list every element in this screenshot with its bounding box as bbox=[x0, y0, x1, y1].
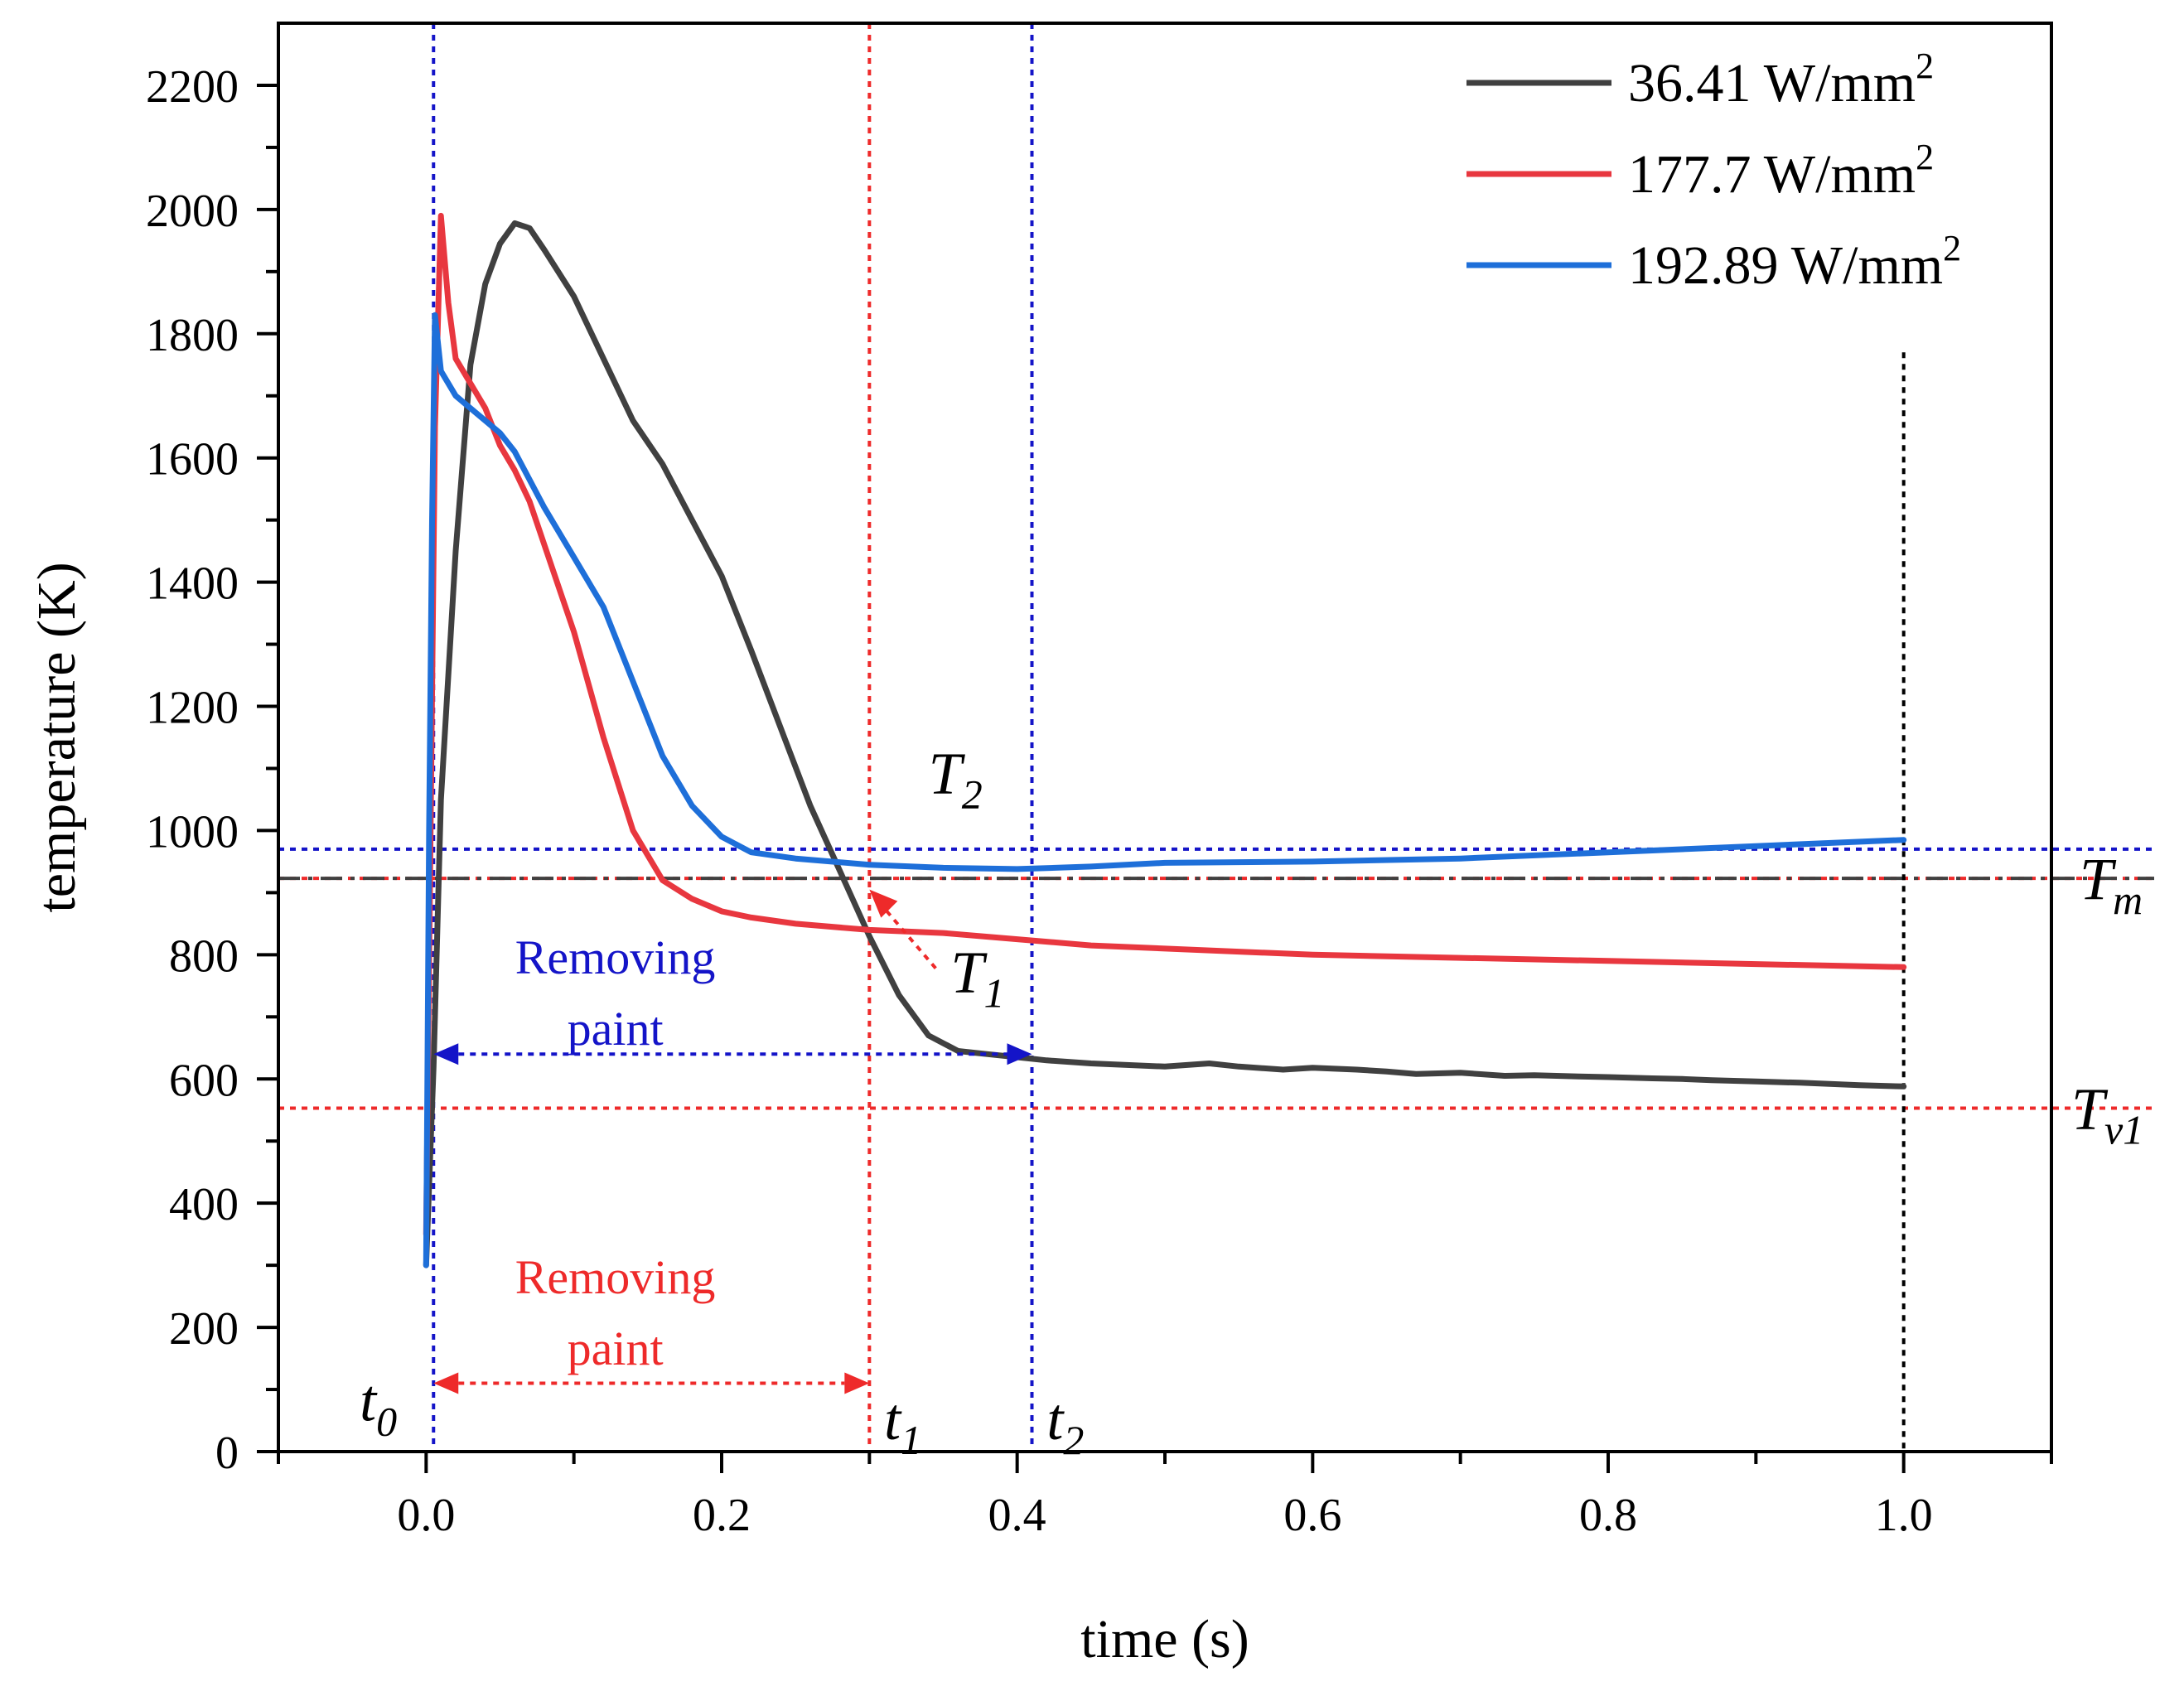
arrow-removing-red-head-right bbox=[844, 1372, 870, 1394]
annotation-removing-red-line2: paint bbox=[568, 1322, 664, 1375]
arrow-removing-blue-head-left bbox=[433, 1043, 459, 1065]
annotation-t2-symbol-subscript: 2 bbox=[962, 771, 983, 817]
x-axis-title: time (s) bbox=[1080, 1609, 1249, 1669]
data-series bbox=[423, 212, 1907, 1268]
annotation-t2-label-subscript: 2 bbox=[1063, 1417, 1084, 1463]
y-tick-label: 400 bbox=[169, 1179, 239, 1230]
annotation-tm-symbol-subscript: m bbox=[2113, 877, 2143, 923]
series-line-2 bbox=[423, 312, 1907, 1268]
y-axis: 0 200 400 600 800 1000 1200 1400 1600 1800 2000 220… bbox=[146, 61, 278, 1479]
y-tick-label: 1200 bbox=[146, 683, 239, 734]
legend-label-superscript: 2 bbox=[1943, 228, 1961, 268]
legend: 36.41 W/mm2 177.7 W/mm2 192.89 W/mm2 bbox=[1466, 46, 1961, 296]
x-tick-label: 1.0 bbox=[1875, 1490, 1933, 1541]
legend-label-superscript: 2 bbox=[1916, 46, 1934, 86]
arrow-removing-red-head-left bbox=[433, 1372, 459, 1394]
annotation-tm-symbol: Tm bbox=[2080, 846, 2143, 923]
legend-label-2: 192.89 W/mm2 bbox=[1628, 228, 1961, 296]
series-line-0 bbox=[423, 220, 1907, 1268]
series-line-1 bbox=[423, 212, 1907, 1238]
y-axis-title: temperature (K) bbox=[27, 562, 87, 912]
y-tick-label: 600 bbox=[169, 1055, 239, 1106]
annotation-tv1-symbol-subscript: v1 bbox=[2104, 1106, 2143, 1152]
y-tick-label: 1600 bbox=[146, 434, 239, 486]
interval-arrows bbox=[433, 889, 1032, 1394]
pointer-t1-head bbox=[869, 889, 898, 918]
legend-label-superscript: 2 bbox=[1916, 137, 1934, 177]
legend-label-0: 36.41 W/mm2 bbox=[1628, 46, 1934, 114]
x-tick-label: 0.4 bbox=[988, 1490, 1046, 1541]
x-tick-label: 0.8 bbox=[1579, 1490, 1637, 1541]
pointer-t1-shaft bbox=[879, 903, 937, 969]
y-tick-label: 2200 bbox=[146, 61, 239, 113]
y-tick-label: 1000 bbox=[146, 806, 239, 858]
y-tick-label: 2000 bbox=[146, 186, 239, 237]
x-tick-label: 0.2 bbox=[693, 1490, 751, 1541]
x-tick-label: 0.0 bbox=[397, 1490, 455, 1541]
annotation-removing-blue-line1: Removing bbox=[515, 930, 716, 984]
y-tick-label: 200 bbox=[169, 1303, 239, 1355]
annotation-t0-label-subscript: 0 bbox=[376, 1399, 397, 1445]
legend-label-1: 177.7 W/mm2 bbox=[1628, 137, 1934, 205]
y-tick-label: 800 bbox=[169, 930, 239, 982]
arrow-removing-blue-head-right bbox=[1007, 1043, 1032, 1065]
annotation-removing-red-line1: Removing bbox=[515, 1250, 716, 1304]
x-tick-label: 0.6 bbox=[1283, 1490, 1341, 1541]
y-tick-label: 1800 bbox=[146, 310, 239, 361]
annotation-t1-label-subscript: 1 bbox=[901, 1417, 921, 1463]
annotation-t1-symbol-subscript: 1 bbox=[983, 969, 1004, 1016]
annotation-removing-blue-line2: paint bbox=[568, 1002, 664, 1056]
y-tick-label: 0 bbox=[215, 1428, 239, 1479]
reference-lines bbox=[278, 23, 2154, 1452]
y-tick-label: 1400 bbox=[146, 558, 239, 610]
x-axis: 0.0 0.2 0.4 0.6 0.8 1.0 bbox=[277, 1452, 2053, 1541]
